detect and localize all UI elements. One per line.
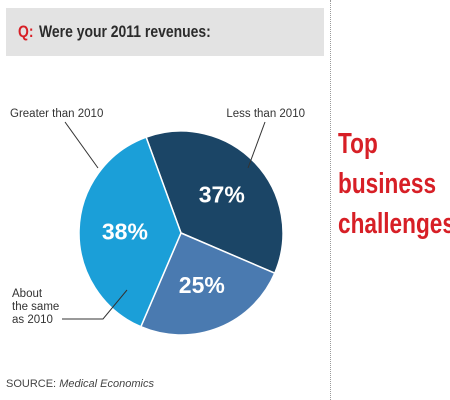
slice-value-less-than-2010: 37% [199, 181, 245, 207]
question-prefix: Q: [18, 22, 34, 41]
side-title-line-1: Top [338, 128, 378, 160]
source-publication: Medical Economics [59, 378, 154, 390]
category-label-greater-than-2010: Greater than 2010 [10, 108, 103, 120]
source-note: SOURCE: Medical Economics [6, 378, 154, 390]
vertical-divider [330, 0, 331, 400]
leader-line-about-the-same-as-2010 [62, 289, 128, 320]
category-label-less-than-2010: Less than 2010 [226, 108, 305, 120]
pie-chart: 37% 25% 38% Less than 2010 About the same as 2… [10, 108, 305, 336]
slice-value-greater-than-2010: 38% [102, 218, 148, 244]
leader-line-less-than-2010 [247, 121, 266, 169]
slice-value-about-the-same-as-2010: 25% [179, 272, 225, 298]
category-label-about-the-same-as-2010: About the same as 2010 [12, 288, 59, 326]
side-title-line-3: challenges [338, 208, 450, 240]
side-title-line-2: business [338, 168, 437, 200]
source-label: SOURCE: [6, 378, 57, 390]
pie-slice-greater-than-2010 [78, 136, 182, 328]
question-bar: Q: Were your 2011 revenues: [6, 8, 324, 56]
question-text: Were your 2011 revenues: [38, 22, 211, 41]
pie-slice-about-the-same-as-2010 [139, 232, 276, 336]
side-title: Top business challenges [338, 124, 450, 244]
leader-line-greater-than-2010 [64, 121, 99, 169]
